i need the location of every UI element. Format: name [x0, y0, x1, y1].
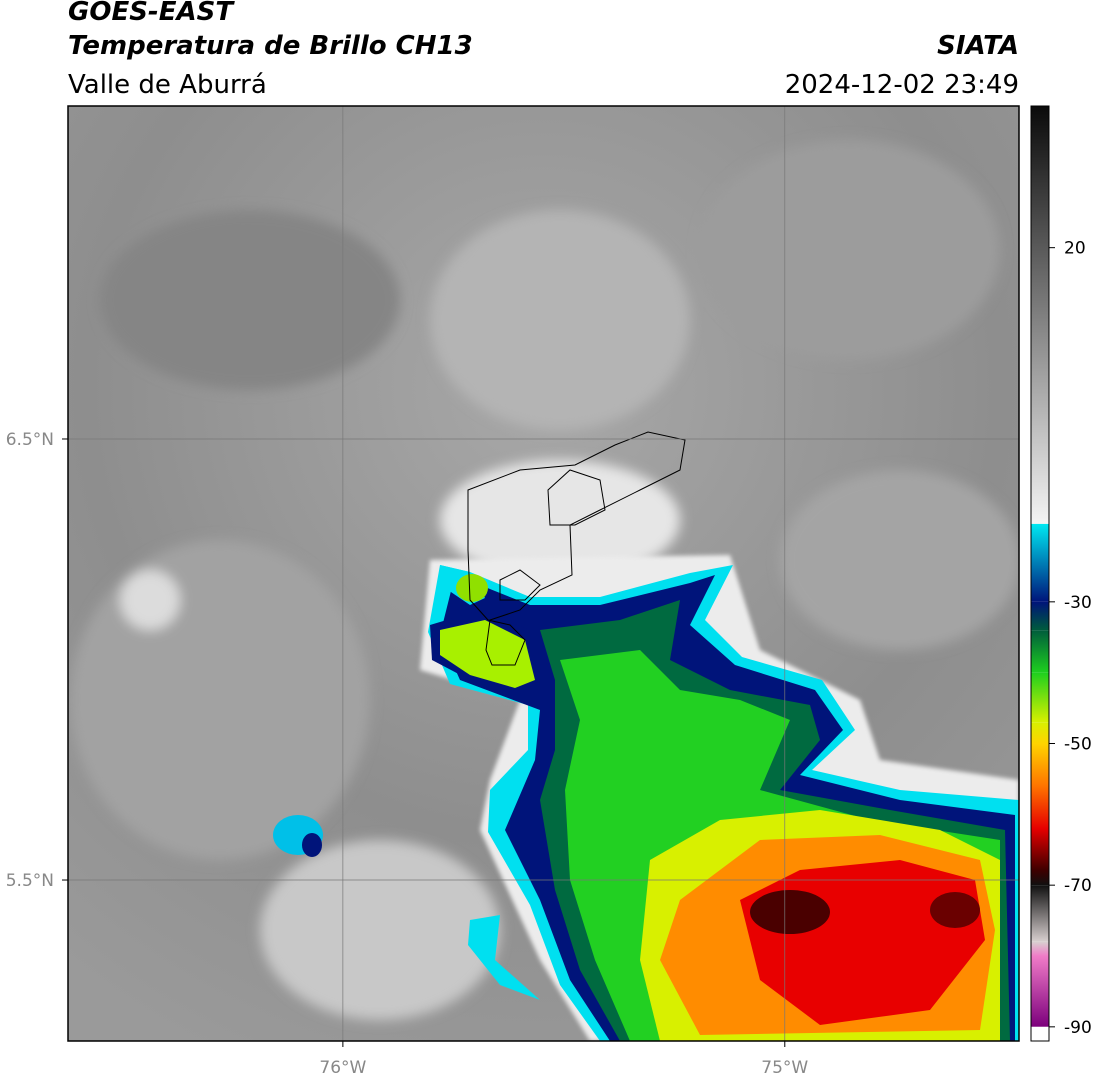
municipal-boundaries [467, 431, 686, 666]
title: GOES-EAST [68, 0, 235, 27]
colorbar-segment [1031, 672, 1049, 723]
colorbar-tick-label: -30 [1064, 593, 1092, 613]
map-frame [67, 105, 1020, 1042]
y-tick-label: 6.5°N [6, 430, 54, 450]
colorbar-segment [1031, 1026, 1049, 1041]
colorbar-segment [1031, 630, 1049, 673]
colorbar-tick-label: -90 [1064, 1018, 1092, 1038]
x-tick-label: 75°W [761, 1058, 808, 1078]
datetime: 2024-12-02 23:49 [785, 70, 1019, 100]
colorbar-segment [1031, 743, 1049, 786]
cloud-texture [70, 140, 1019, 1020]
source: SIATA [937, 31, 1019, 61]
storm [273, 555, 1019, 1041]
y-tick-label: 5.5°N [6, 871, 54, 891]
colorbar-segment [1031, 871, 1049, 886]
subtitle: Temperatura de Brillo CH13 [68, 31, 473, 61]
colorbar-segment [1031, 828, 1049, 871]
satellite-image [68, 106, 1019, 1041]
colorbar-tick-label: -50 [1064, 735, 1092, 755]
colorbar-segment [1031, 523, 1049, 602]
colorbar-frame [1030, 105, 1050, 1042]
colorbar-segment [1031, 601, 1049, 631]
colorbar-segment [1031, 885, 1049, 942]
colorbar-segment [1031, 956, 1049, 1027]
colorbar-tick-label: 20 [1064, 239, 1086, 259]
colorbar-tick-label: -70 [1064, 876, 1092, 896]
colorbar [1031, 106, 1049, 1041]
colorbar-segment [1031, 941, 1049, 956]
region: Valle de Aburrá [68, 70, 267, 100]
colorbar-segment [1031, 786, 1049, 829]
colorbar-segment [1031, 722, 1049, 744]
x-tick-label: 76°W [319, 1058, 366, 1078]
colorbar-segment [1031, 106, 1049, 524]
grid [68, 106, 1019, 1041]
